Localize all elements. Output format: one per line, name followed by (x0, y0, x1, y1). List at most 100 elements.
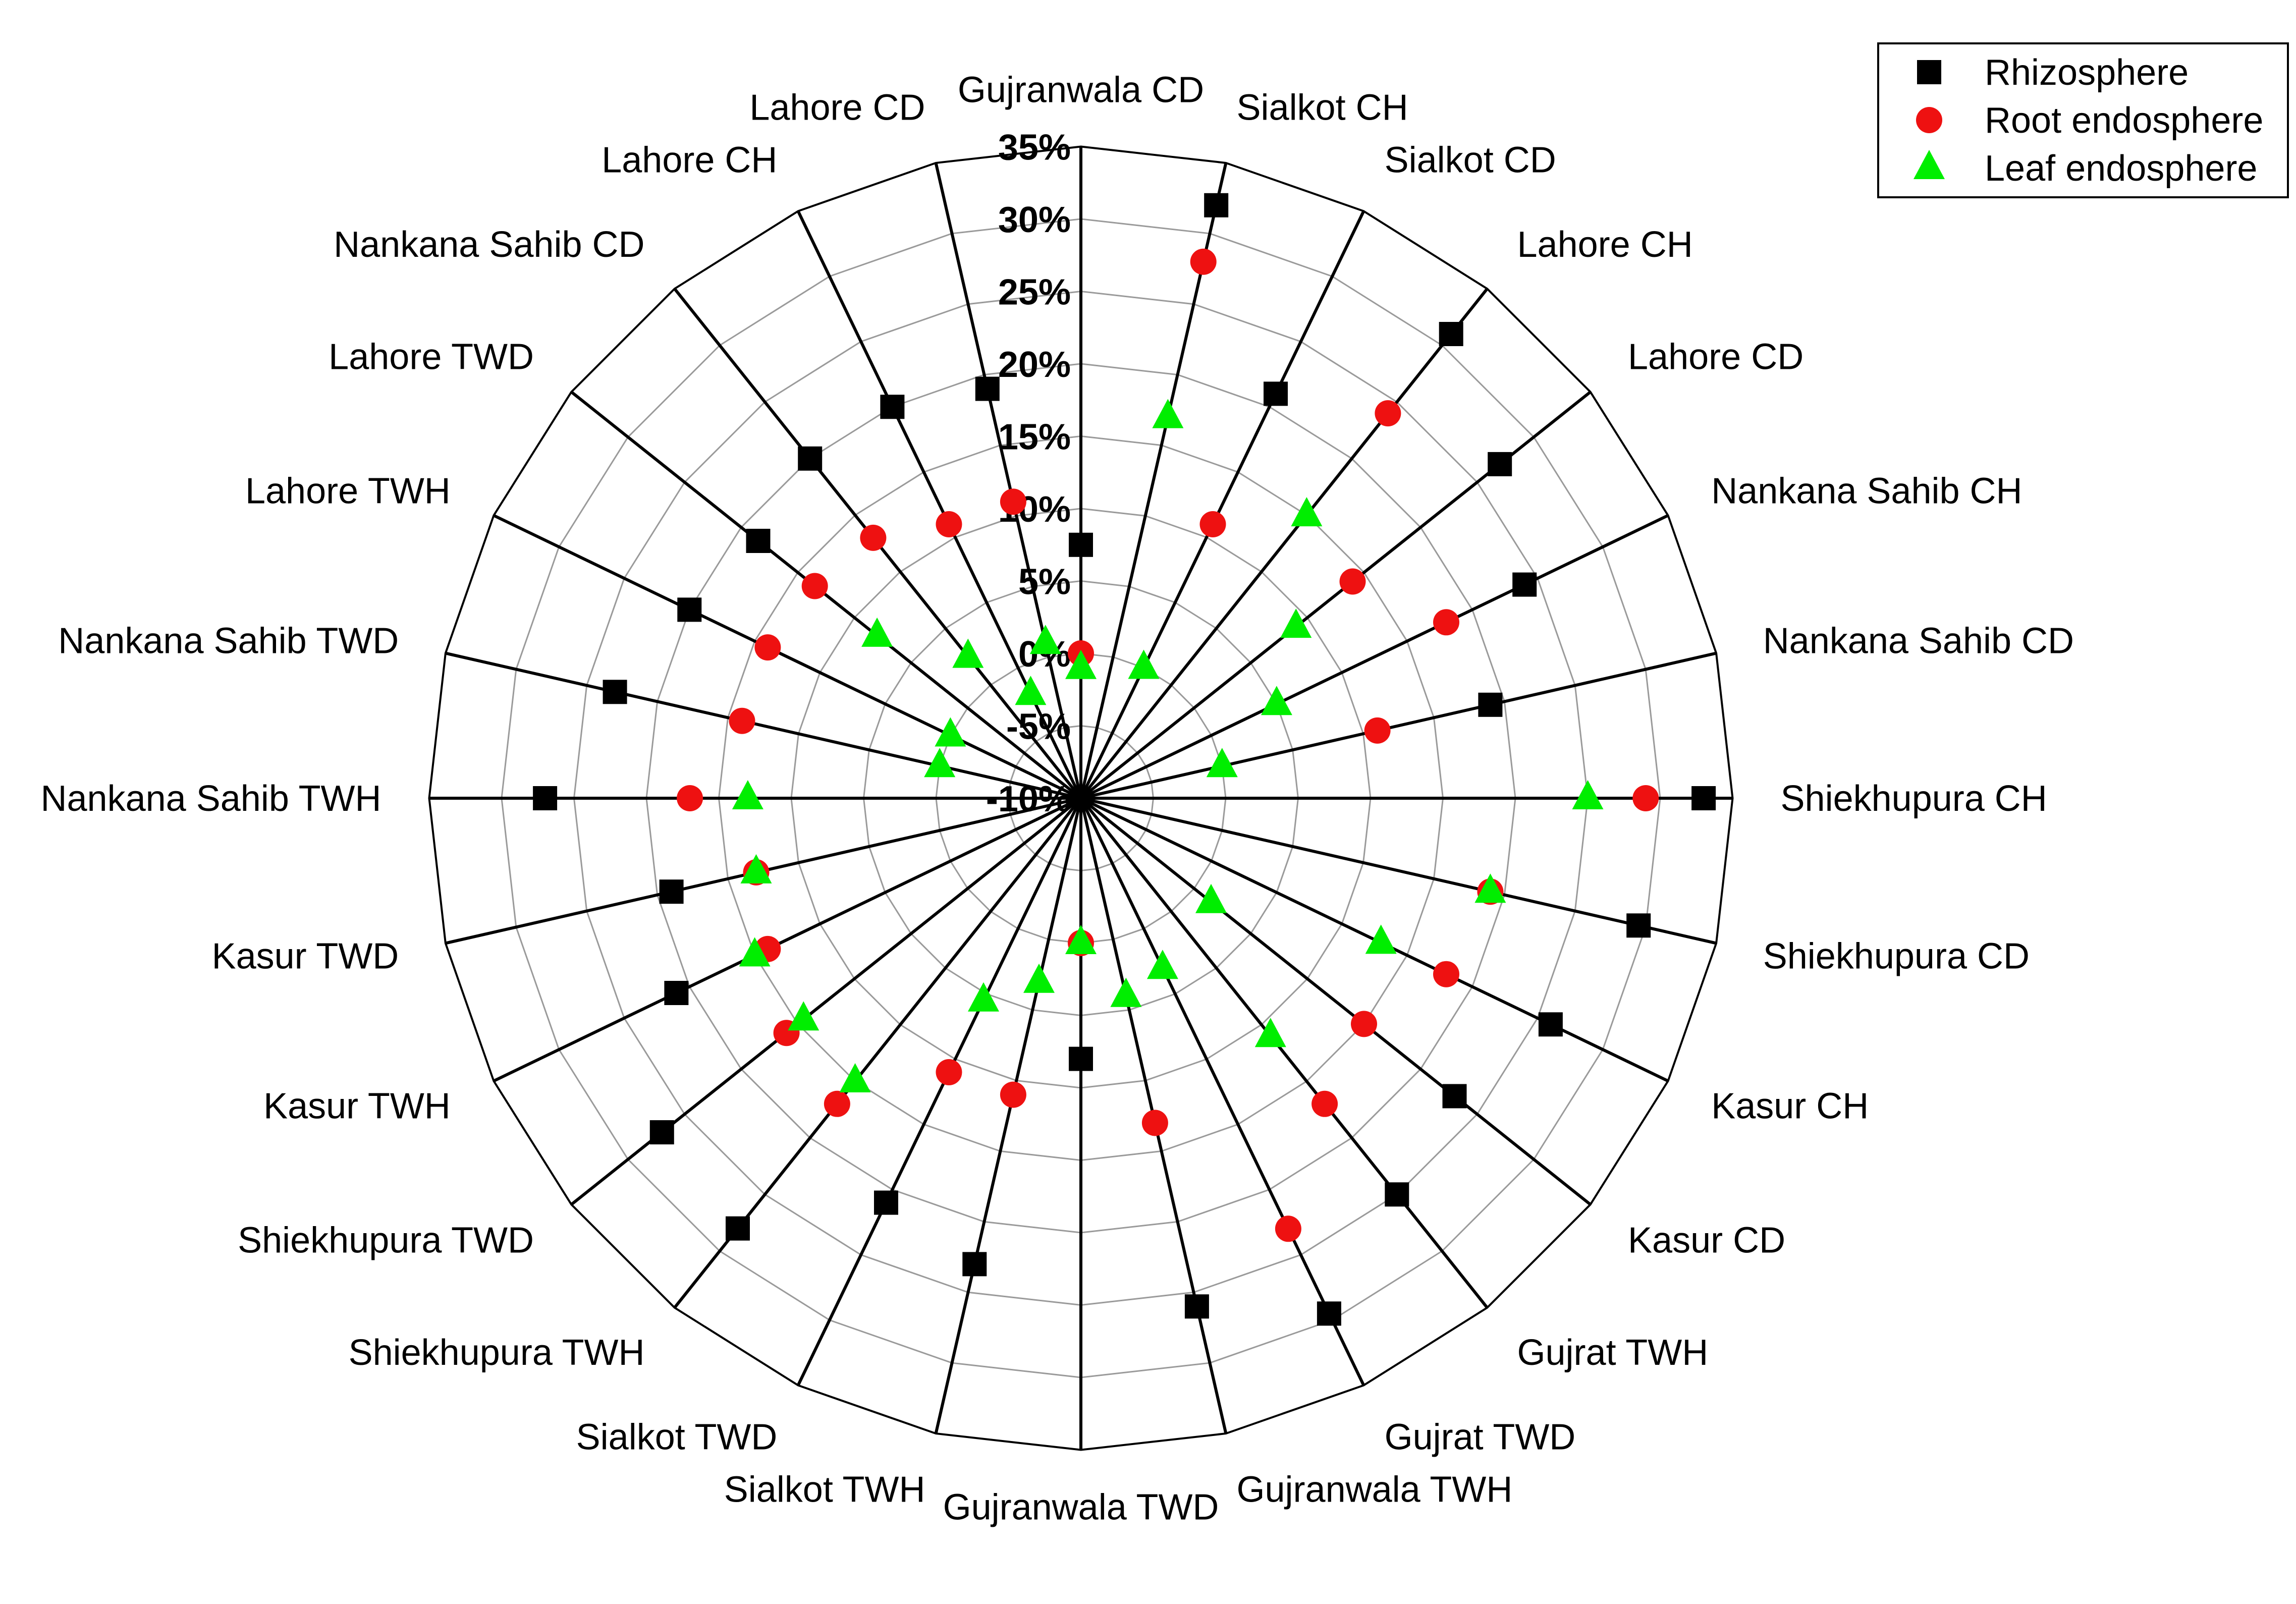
category-label-sialkot-cd: Sialkot CD (1385, 140, 1556, 181)
radial-tick-label: -10% (986, 779, 1071, 819)
spoke-sialkot-cd (1079, 210, 1365, 799)
category-label-gujrat-twh: Gujrat TWH (1517, 1333, 1709, 1373)
category-label-lahore-twh: Lahore TWH (245, 471, 451, 512)
radial-tick-label: -5% (1006, 707, 1071, 747)
data-point-leaf-endosphere (839, 1063, 871, 1092)
category-label-nankana-sahib-twd: Nankana Sahib TWD (58, 621, 399, 661)
spoke-kasur-twh (493, 797, 1082, 1083)
data-point-leaf-endosphere (1128, 649, 1160, 679)
series-root-endosphere (677, 248, 1659, 1242)
spoke-lahore-twh (493, 514, 1082, 800)
data-point-rhizosphere (649, 1120, 674, 1145)
data-point-rhizosphere (1069, 532, 1093, 557)
data-point-rhizosphere (880, 395, 905, 419)
data-point-leaf-endosphere (1280, 609, 1312, 638)
spoke-nankana-sahib-cd (1080, 651, 1717, 800)
data-point-leaf-endosphere (1015, 676, 1047, 705)
data-point-rhizosphere (975, 376, 1000, 401)
data-point-root-endosphere (1375, 400, 1401, 427)
data-point-rhizosphere (1488, 452, 1512, 476)
data-point-root-endosphere (1199, 511, 1226, 537)
data-point-root-endosphere (801, 573, 828, 599)
data-point-root-endosphere (1311, 1090, 1338, 1117)
data-point-leaf-endosphere (968, 982, 999, 1012)
radial-tick-labels: -10%-5%0%5%10%15%20%25%30%35% (986, 128, 1071, 820)
data-point-leaf-endosphere (1023, 963, 1055, 993)
radial-tick-label: 30% (998, 200, 1071, 240)
data-point-root-endosphere (860, 524, 887, 551)
data-point-root-endosphere (1433, 961, 1459, 987)
data-point-leaf-endosphere (1146, 950, 1178, 979)
data-point-root-endosphere (1275, 1215, 1301, 1242)
data-point-leaf-endosphere (740, 854, 772, 883)
legend-marker-root-endosphere (1916, 107, 1942, 133)
data-point-root-endosphere (754, 634, 781, 661)
data-point-root-endosphere (1632, 785, 1659, 811)
data-point-rhizosphere (677, 597, 702, 622)
radial-tick-label: 20% (998, 345, 1071, 385)
category-label-sialkot-twd: Sialkot TWD (576, 1417, 778, 1457)
data-point-root-endosphere (1000, 488, 1026, 515)
category-label-kasur-cd: Kasur CD (1628, 1221, 1785, 1261)
radial-tick-label: 35% (998, 128, 1071, 168)
category-label-kasur-twd: Kasur TWD (212, 936, 399, 977)
legend: Rhizosphere Root endosphere Leaf endospher… (1877, 42, 2289, 198)
data-point-root-endosphere (936, 1059, 962, 1085)
category-label-kasur-ch: Kasur CH (1711, 1086, 1869, 1126)
data-point-rhizosphere (962, 1252, 987, 1277)
data-point-rhizosphere (1626, 913, 1651, 938)
category-labels: Gujranwala CD Sialkot CH Sialkot CD Lahore … (41, 70, 2074, 1528)
data-point-root-endosphere (1364, 717, 1391, 744)
data-point-root-endosphere (1190, 248, 1217, 275)
category-label-gujranwala-twd: Gujranwala TWD (943, 1487, 1219, 1528)
spoke-nankana-sahib-twd (445, 651, 1081, 800)
spoke-nankana-sahib-ch (1080, 514, 1669, 800)
series-leaf-endosphere (732, 399, 1604, 1092)
category-label-lahore-twd: Lahore TWD (329, 337, 534, 377)
radial-tick-label: 15% (998, 417, 1071, 458)
data-point-leaf-endosphere (861, 617, 893, 647)
data-point-leaf-endosphere (1474, 873, 1506, 903)
data-point-rhizosphere (1439, 322, 1463, 346)
category-label-sialkot-ch: Sialkot CH (1237, 88, 1408, 128)
category-label-nankana-sahib-twh: Nankana Sahib TWH (41, 779, 381, 819)
data-point-leaf-endosphere (952, 638, 984, 668)
legend-label-root-endosphere: Root endosphere (1985, 100, 2263, 141)
data-point-leaf-endosphere (924, 748, 956, 778)
data-point-rhizosphere (1204, 193, 1229, 217)
data-point-leaf-endosphere (1065, 649, 1097, 679)
legend-marker-leaf-endosphere (1914, 150, 1945, 179)
category-label-sialkot-twh: Sialkot TWH (724, 1469, 925, 1510)
data-point-leaf-endosphere (1261, 686, 1292, 715)
data-point-leaf-endosphere (739, 937, 771, 967)
data-point-rhizosphere (1264, 381, 1288, 406)
data-point-leaf-endosphere (732, 780, 763, 809)
data-point-rhizosphere (1317, 1301, 1341, 1326)
category-label-shiekhupura-ch: Shiekhupura CH (1781, 779, 2047, 819)
category-label-lahore-ch: Lahore CH (1517, 225, 1693, 265)
data-point-leaf-endosphere (1206, 748, 1238, 778)
data-point-root-endosphere (824, 1090, 850, 1117)
spoke-sialkot-twh (934, 798, 1082, 1434)
data-markers (533, 193, 1716, 1326)
data-point-leaf-endosphere (1365, 924, 1397, 954)
data-point-rhizosphere (874, 1190, 898, 1215)
data-point-rhizosphere (726, 1216, 750, 1241)
category-label-nankana-sahib-ch: Nankana Sahib CH (1711, 471, 2022, 512)
category-label-gujranwala-cd: Gujranwala CD (958, 70, 1204, 110)
data-point-leaf-endosphere (1029, 625, 1061, 654)
data-point-leaf-endosphere (1572, 780, 1604, 809)
category-label-lahore-cd: Lahore CD (1628, 337, 1803, 377)
legend-label-leaf-endosphere: Leaf endosphere (1985, 148, 2257, 189)
data-point-root-endosphere (1339, 568, 1366, 595)
data-point-root-endosphere (729, 707, 755, 734)
data-point-rhizosphere (533, 786, 558, 810)
data-point-rhizosphere (659, 879, 684, 904)
series-rhizosphere (533, 193, 1716, 1326)
data-point-rhizosphere (1478, 692, 1503, 717)
data-point-rhizosphere (798, 446, 823, 471)
data-point-leaf-endosphere (788, 1001, 819, 1031)
data-point-leaf-endosphere (1195, 883, 1227, 913)
data-point-leaf-endosphere (1065, 925, 1097, 954)
